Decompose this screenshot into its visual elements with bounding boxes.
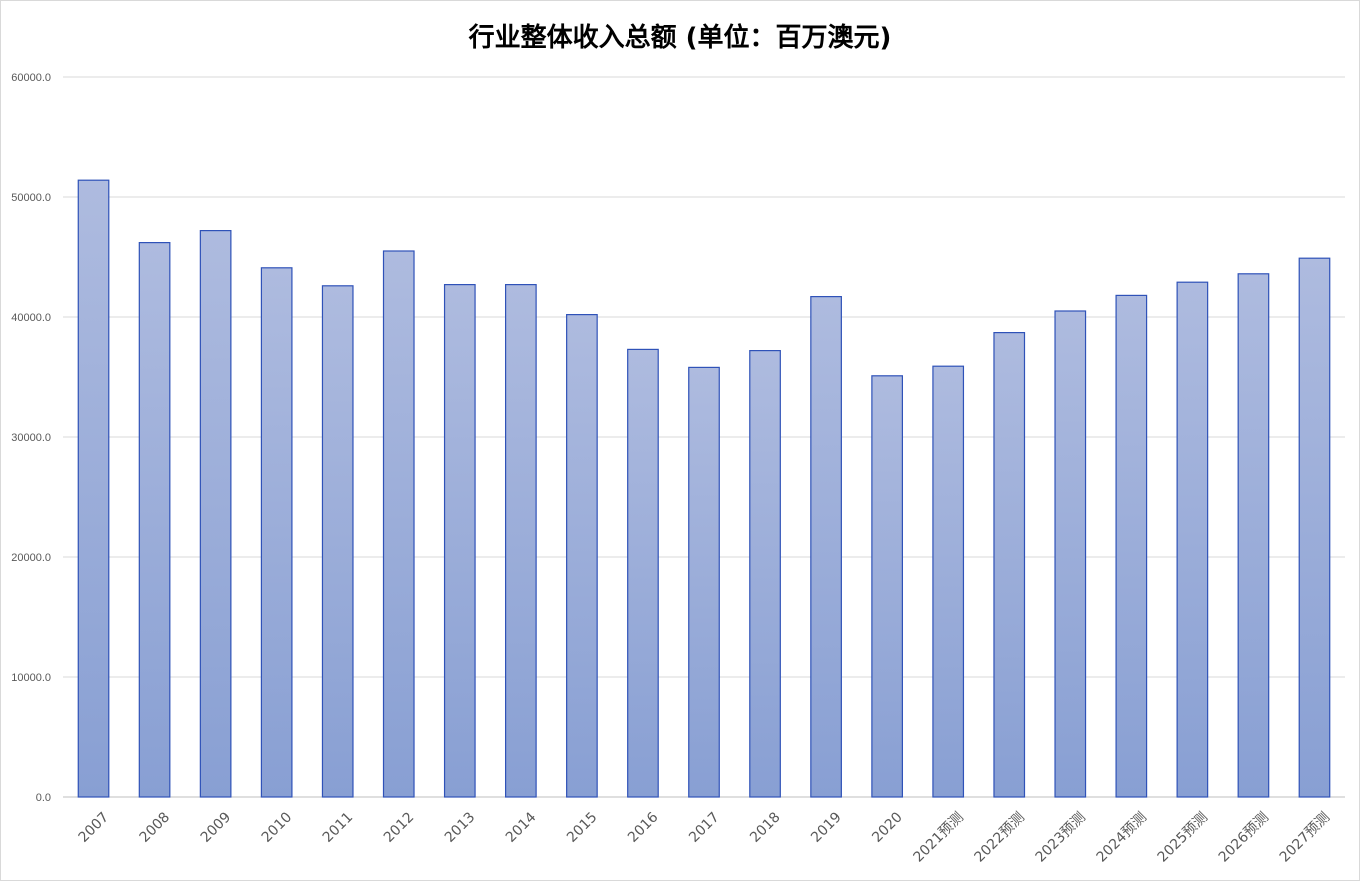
x-tick-label: 2025预测 [1155, 809, 1211, 865]
bar-2027预测 [1298, 257, 1331, 798]
y-tick-label: 30000.0 [11, 432, 51, 444]
bar-2019 [810, 296, 842, 798]
x-tick-label: 2009 [198, 809, 235, 846]
bar-2010 [260, 267, 293, 798]
x-tick-label: 2008 [137, 809, 174, 846]
bar-2026预测 [1237, 273, 1270, 798]
x-tick-label: 2017 [686, 809, 723, 846]
bars [77, 179, 1331, 798]
bar-2012 [382, 250, 415, 798]
x-axis-ticks: 2007 2008 2009 2010 2011 2012 2013 2014 2015 2016… [76, 809, 1333, 865]
x-tick-label: 2020 [869, 809, 906, 846]
x-tick-label: 2023预测 [1033, 809, 1089, 865]
bar-2016 [627, 348, 659, 798]
x-tick-label: 2021预测 [910, 809, 966, 865]
x-tick-label: 2015 [564, 809, 601, 846]
y-tick-label: 50000.0 [11, 192, 51, 204]
bar-2014 [504, 284, 537, 798]
x-tick-label: 2024预测 [1094, 809, 1150, 865]
x-tick-label: 2011 [320, 809, 357, 846]
y-tick-label: 60000.0 [11, 72, 51, 84]
x-tick-label: 2016 [625, 809, 662, 846]
x-tick-label: 2013 [442, 809, 479, 846]
x-tick-label: 2022预测 [972, 809, 1028, 865]
bar-2025预测 [1176, 281, 1209, 798]
x-tick-label: 2027预测 [1277, 809, 1333, 865]
x-tick-label: 2026预测 [1216, 809, 1272, 865]
bar-2008 [138, 242, 171, 798]
x-tick-label: 2012 [381, 809, 418, 846]
bar-2021预测 [932, 365, 965, 798]
x-tick-label: 2018 [747, 809, 784, 846]
y-tick-label: 20000.0 [11, 552, 51, 564]
y-tick-label: 40000.0 [11, 312, 51, 324]
chart-title: 行业整体收入总额 (单位：百万澳元) [468, 22, 892, 53]
bar-2011 [321, 285, 354, 798]
bar-2007 [77, 179, 110, 798]
bar-2023预测 [1054, 310, 1087, 798]
x-tick-label: 2010 [259, 809, 296, 846]
x-tick-label: 2019 [808, 809, 845, 846]
y-tick-label: 0.0 [36, 792, 51, 804]
bar-2013 [443, 284, 476, 798]
bar-2017 [688, 366, 720, 798]
x-tick-label: 2007 [76, 809, 113, 846]
x-tick-label: 2014 [503, 809, 540, 846]
bar-2018 [749, 350, 781, 798]
bar-2022预测 [993, 332, 1026, 798]
bar-2024预测 [1115, 294, 1148, 798]
y-tick-label: 10000.0 [11, 672, 51, 684]
y-axis-ticks: 0.0 10000.0 20000.0 30000.0 40000.0 50000.0 60… [11, 72, 51, 804]
bar-2015 [566, 314, 598, 798]
bar-2009 [199, 230, 232, 798]
bar-2020 [871, 375, 904, 798]
